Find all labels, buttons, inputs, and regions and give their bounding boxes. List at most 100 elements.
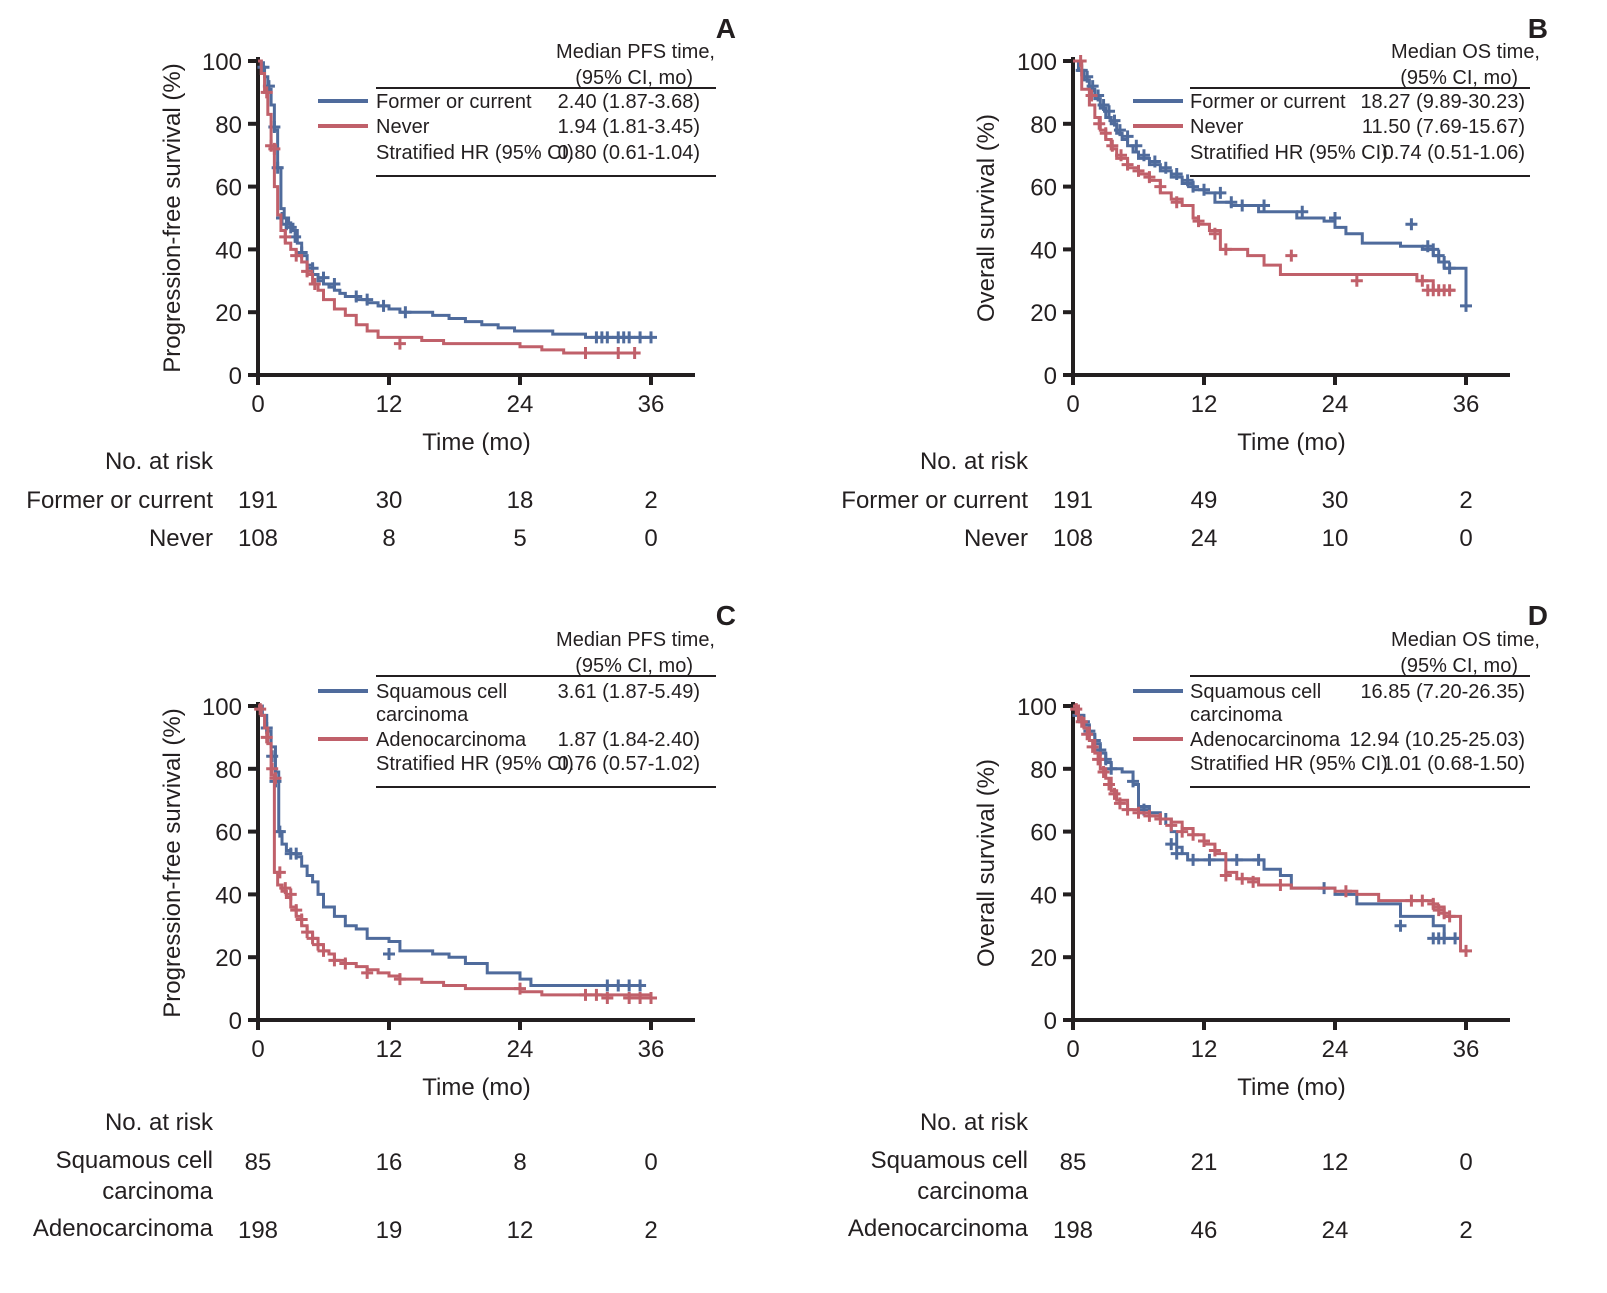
- censor-mark: [260, 731, 273, 744]
- censor-mark: [1236, 872, 1249, 885]
- risk-row-label: Adenocarcinoma: [848, 1215, 1029, 1242]
- legend-label: Never: [376, 116, 430, 138]
- legend-header: Median OS time,: [1391, 629, 1540, 651]
- censor-mark: [306, 932, 319, 945]
- censor-mark: [308, 277, 321, 290]
- hr-value: 0.80 (0.61-1.04): [558, 142, 700, 164]
- censor-mark: [1198, 835, 1210, 848]
- legend-header: (95% CI, mo): [1400, 67, 1518, 89]
- censor-mark: [645, 331, 657, 344]
- risk-value: 24: [1191, 525, 1218, 552]
- censor-mark: [1203, 853, 1216, 866]
- censor-mark: [1438, 255, 1451, 268]
- censor-mark: [328, 277, 341, 290]
- censor-mark: [1247, 875, 1260, 888]
- y-tick-label: 100: [202, 49, 242, 76]
- risk-value: 0: [1459, 1149, 1472, 1176]
- y-tick-label: 100: [1017, 49, 1057, 76]
- x-tick-label: 0: [1066, 1036, 1079, 1063]
- censor-mark: [1108, 787, 1121, 800]
- censor-mark: [361, 293, 374, 306]
- y-tick-label: 80: [1030, 757, 1057, 784]
- censor-mark: [1132, 806, 1145, 819]
- x-axis-label: Time (mo): [422, 1074, 530, 1101]
- y-tick-label: 40: [215, 237, 242, 264]
- censor-mark: [1092, 753, 1105, 766]
- censor-mark: [1416, 894, 1429, 907]
- legend-median-value: 18.27 (9.89-30.23): [1360, 91, 1525, 113]
- risk-value: 30: [376, 487, 403, 514]
- legend-label: Never: [1190, 116, 1244, 138]
- censor-mark: [1143, 809, 1156, 822]
- censor-mark: [383, 948, 395, 961]
- censor-mark: [628, 347, 641, 360]
- legend-label: Adenocarcinoma: [1190, 729, 1341, 751]
- risk-value: 2: [644, 487, 657, 514]
- censor-mark: [269, 772, 282, 785]
- censor-mark: [1097, 98, 1110, 111]
- y-tick-label: 60: [215, 175, 242, 202]
- y-tick-label: 60: [1030, 175, 1057, 202]
- legend-header: (95% CI, mo): [575, 655, 693, 677]
- censor-mark: [1106, 139, 1119, 152]
- risk-row-label: Former or current: [841, 487, 1028, 514]
- risk-value: 191: [238, 487, 278, 514]
- legend-median-value: 1.94 (1.81-3.45): [558, 116, 700, 138]
- x-tick-label: 36: [638, 391, 665, 418]
- risk-row-label: carcinoma: [102, 1178, 213, 1205]
- legend-label: Former or current: [376, 91, 532, 113]
- censor-mark: [1416, 274, 1429, 287]
- y-tick-label: 60: [215, 820, 242, 847]
- censor-mark: [1208, 227, 1221, 240]
- censor-mark: [1427, 897, 1440, 910]
- risk-value: 2: [644, 1217, 657, 1244]
- censor-mark: [1339, 885, 1352, 898]
- risk-row-label: Squamous cell: [871, 1147, 1028, 1174]
- censor-mark: [1443, 262, 1456, 275]
- panel-label: A: [716, 13, 736, 44]
- censor-mark: [254, 703, 267, 716]
- panel-label: C: [716, 600, 736, 631]
- censor-mark: [284, 221, 297, 234]
- censor-mark: [257, 61, 270, 74]
- censor-mark: [1081, 728, 1094, 741]
- x-tick-label: 12: [1191, 1036, 1218, 1063]
- y-tick-label: 100: [202, 694, 242, 721]
- risk-value: 198: [1053, 1217, 1093, 1244]
- censor-mark: [1127, 775, 1140, 788]
- censor-mark: [301, 265, 314, 278]
- censor-mark: [1159, 161, 1172, 174]
- censor-mark: [1438, 932, 1451, 945]
- y-tick-label: 40: [1030, 237, 1057, 264]
- censor-mark: [634, 992, 647, 1005]
- y-tick-label: 80: [215, 112, 242, 139]
- risk-value: 5: [513, 525, 526, 552]
- censor-mark: [1219, 243, 1232, 256]
- legend-label: Former or current: [1190, 91, 1346, 113]
- y-tick-label: 0: [1044, 1008, 1057, 1035]
- x-tick-label: 24: [507, 1036, 534, 1063]
- censor-mark: [1170, 196, 1183, 209]
- risk-table-title: No. at risk: [920, 1109, 1029, 1136]
- risk-value: 12: [1322, 1149, 1349, 1176]
- risk-value: 0: [644, 1149, 657, 1176]
- legend-median-value: 2.40 (1.87-3.68): [558, 91, 700, 113]
- censor-mark: [645, 992, 657, 1005]
- censor-mark: [1208, 844, 1221, 857]
- censor-mark: [1113, 797, 1126, 810]
- legend-median-value: 11.50 (7.69-15.67): [1362, 116, 1525, 138]
- censor-mark: [393, 337, 406, 350]
- censor-mark: [1113, 124, 1126, 137]
- x-tick-label: 36: [638, 1036, 665, 1063]
- hr-label: Stratified HR (95% CI): [1190, 753, 1388, 775]
- x-tick-label: 0: [251, 391, 264, 418]
- censor-mark: [634, 979, 647, 992]
- km-curve-blue: [258, 704, 641, 987]
- censor-mark: [634, 331, 647, 344]
- censor-mark: [1154, 813, 1167, 826]
- legend-label: Squamous cell: [376, 681, 507, 703]
- censor-mark: [339, 957, 352, 970]
- hr-label: Stratified HR (95% CI): [376, 753, 574, 775]
- hr-value: 1.01 (0.68-1.50): [1383, 753, 1525, 775]
